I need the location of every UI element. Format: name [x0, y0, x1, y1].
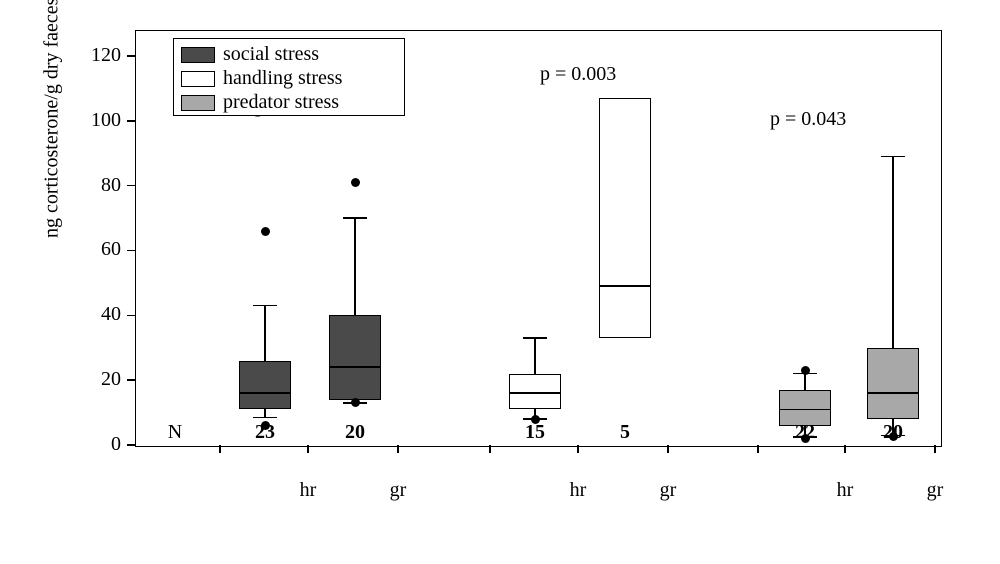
n-value: 15	[515, 421, 555, 444]
y-tick	[127, 120, 135, 122]
median-line	[599, 285, 651, 287]
median-line	[509, 392, 561, 394]
outlier	[889, 432, 898, 441]
legend-swatch	[181, 71, 215, 87]
x-tick	[934, 445, 936, 453]
x-tick-label: gr	[915, 479, 955, 502]
whisker-upper	[804, 374, 806, 390]
y-tick-label: 100	[77, 109, 121, 132]
box-social-hr	[239, 361, 291, 410]
x-tick-label: gr	[378, 479, 418, 502]
y-tick-label: 60	[77, 238, 121, 261]
box-social-gr	[329, 315, 381, 399]
n-value: 5	[605, 421, 645, 444]
y-tick-label: 40	[77, 303, 121, 326]
box-predator-gr	[867, 348, 919, 419]
outlier	[801, 366, 810, 375]
whisker-upper	[534, 338, 536, 374]
whisker-upper	[264, 306, 266, 361]
x-tick	[757, 445, 759, 453]
outlier	[531, 415, 540, 424]
outlier	[351, 178, 360, 187]
median-line	[329, 366, 381, 368]
y-tick-label: 0	[77, 433, 121, 456]
x-tick	[219, 445, 221, 453]
x-tick-label: gr	[648, 479, 688, 502]
x-tick	[307, 445, 309, 453]
median-line	[239, 392, 291, 394]
p-value-label: p = 0.043	[770, 108, 846, 131]
legend-label: predator stress	[223, 91, 339, 114]
median-line	[779, 409, 831, 411]
y-tick	[127, 444, 135, 446]
y-tick	[127, 250, 135, 252]
whisker-cap-upper	[343, 217, 367, 219]
x-tick-label: hr	[288, 479, 328, 502]
x-tick-label: hr	[825, 479, 865, 502]
x-tick	[667, 445, 669, 453]
legend-swatch	[181, 47, 215, 63]
p-value-label: p = 0.003	[540, 63, 616, 86]
whisker-cap-upper	[523, 337, 547, 339]
outlier	[801, 434, 810, 443]
x-tick	[397, 445, 399, 453]
y-tick-label: 20	[77, 368, 121, 391]
whisker-upper	[354, 218, 356, 315]
x-tick	[489, 445, 491, 453]
y-tick-label: 120	[77, 44, 121, 67]
whisker-cap-upper	[253, 305, 277, 307]
x-tick	[577, 445, 579, 453]
y-tick	[127, 185, 135, 187]
whisker-upper	[892, 156, 894, 347]
n-prefix: N	[160, 421, 190, 444]
y-tick-label: 80	[77, 174, 121, 197]
x-tick	[844, 445, 846, 453]
legend-swatch	[181, 95, 215, 111]
x-tick-label: hr	[558, 479, 598, 502]
outlier	[351, 398, 360, 407]
outlier	[261, 227, 270, 236]
legend-label: handling stress	[223, 67, 342, 90]
whisker-cap-upper	[881, 156, 905, 158]
box-handling-gr	[599, 98, 651, 338]
outlier	[261, 421, 270, 430]
y-tick	[127, 315, 135, 317]
y-tick	[127, 55, 135, 57]
whisker-cap-lower	[253, 417, 277, 419]
y-tick	[127, 379, 135, 381]
n-value: 20	[335, 421, 375, 444]
boxplot-chart: 020406080100120ng corticosterone/g dry f…	[0, 0, 1000, 564]
median-line	[867, 392, 919, 394]
legend-label: social stress	[223, 43, 319, 66]
